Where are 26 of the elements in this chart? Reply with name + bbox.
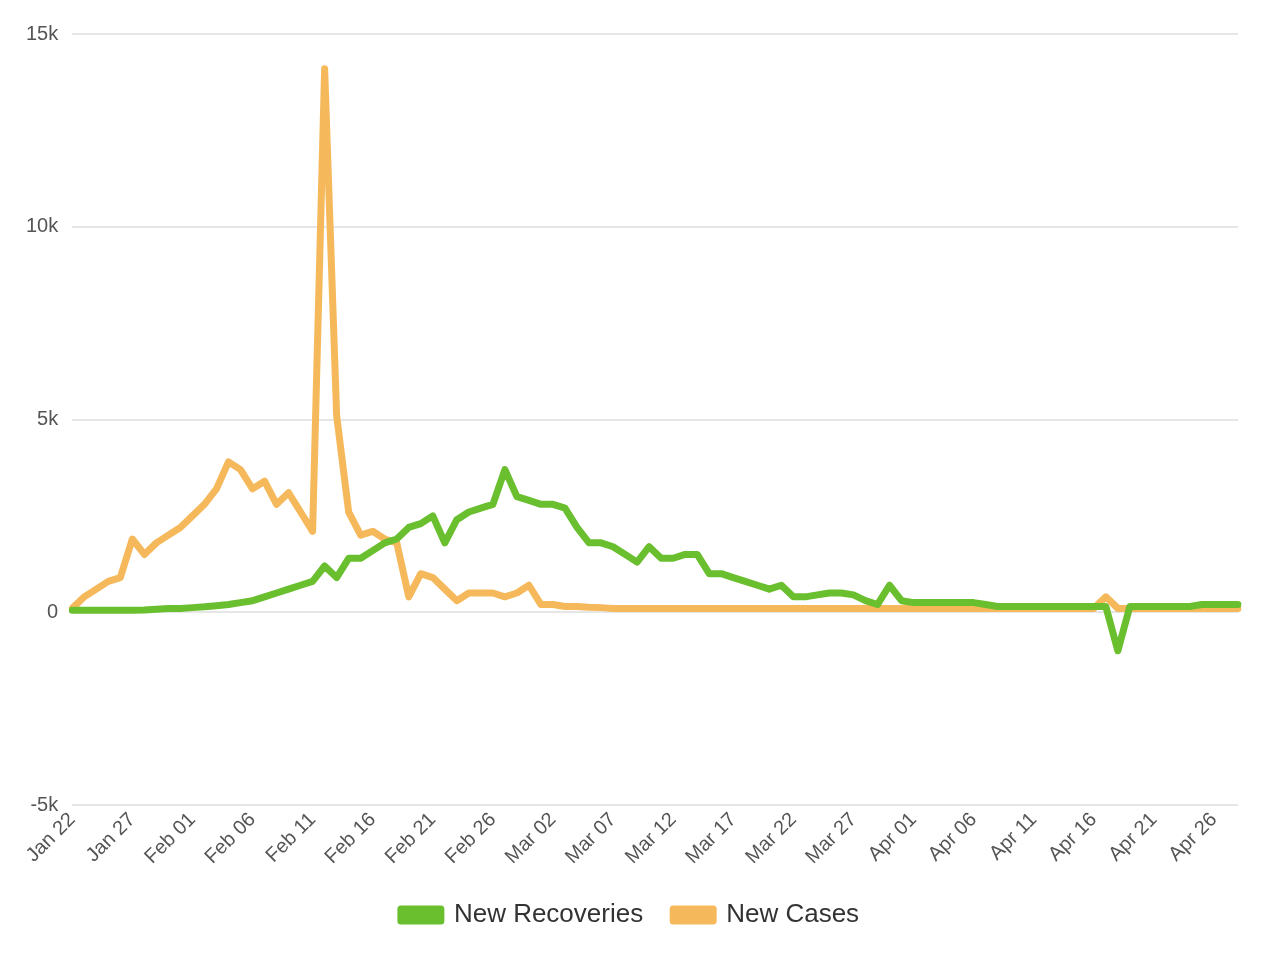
x-tick-label: Feb 11 xyxy=(260,807,320,867)
y-tick-label: 15k xyxy=(26,21,60,44)
x-tick-label: Apr 21 xyxy=(1103,807,1161,865)
x-tick-label: Feb 21 xyxy=(379,807,440,868)
x-tick-label: Apr 01 xyxy=(863,807,921,865)
x-tick-label: Mar 22 xyxy=(740,807,801,868)
x-tick-label: Mar 27 xyxy=(800,807,861,868)
y-tick-label: -5k xyxy=(30,792,60,815)
x-tick-label: Mar 07 xyxy=(560,807,620,868)
y-tick-label: 5k xyxy=(37,407,60,430)
x-tick-label: Jan 27 xyxy=(81,807,140,866)
y-tick-label: 0 xyxy=(47,599,59,622)
x-tick-label: Mar 12 xyxy=(620,807,680,868)
x-tick-label: Feb 01 xyxy=(139,807,200,868)
x-tick-label: Mar 02 xyxy=(500,807,560,868)
legend-label: New Cases xyxy=(726,898,860,929)
legend-label: New Recoveries xyxy=(453,898,644,929)
y-tick-label: 10k xyxy=(26,214,60,237)
x-tick-label: Mar 17 xyxy=(680,807,740,868)
x-tick-label: Feb 06 xyxy=(199,807,260,868)
x-tick-label: Feb 26 xyxy=(440,807,500,868)
x-tick-label: Feb 16 xyxy=(319,807,380,868)
x-tick-label: Apr 26 xyxy=(1163,807,1221,865)
x-tick-label: Apr 11 xyxy=(984,807,1041,864)
x-tick-label: Apr 06 xyxy=(923,807,981,865)
x-tick-label: Apr 16 xyxy=(1043,807,1101,865)
